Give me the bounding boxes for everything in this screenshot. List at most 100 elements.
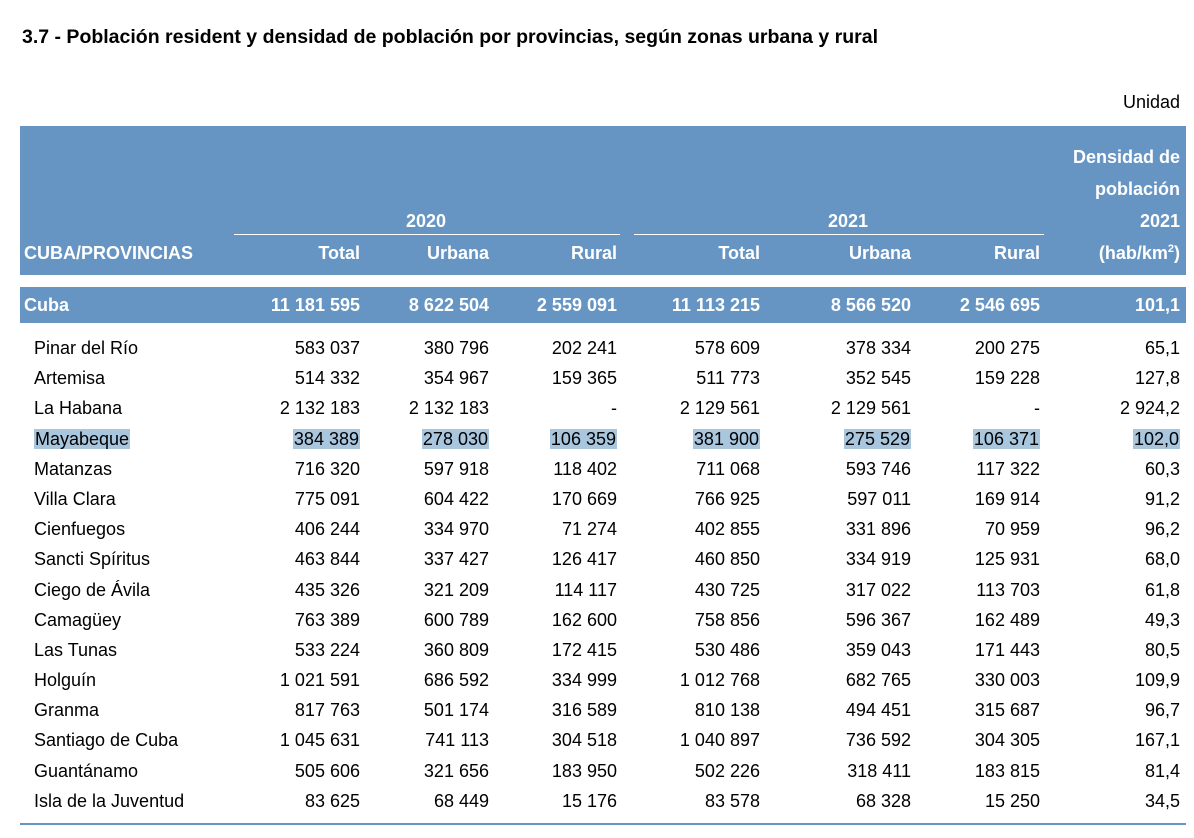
table-row: Artemisa 514 332 354 967 159 365 511 773 352 …: [20, 363, 1186, 393]
cuba-density: 101,1: [1134, 295, 1180, 315]
cell-rural-2021: 15 250: [985, 790, 1040, 812]
cell-rural-2021: 159 228: [975, 367, 1040, 389]
cell-urbana-2020: 354 967: [424, 367, 489, 389]
cell-urbana-2021: 331 896: [846, 518, 911, 540]
cell-total-2020-value: 384 389: [292, 428, 360, 449]
province-name: Holguín: [34, 669, 96, 691]
table-row: Santiago de Cuba 1 045 631 741 113 304 518 1…: [20, 725, 1186, 755]
table-row: Villa Clara 775 091 604 422 170 669 766 925 5…: [20, 484, 1186, 514]
cell-urbana-2021-value: 317 022: [845, 579, 911, 600]
cell-urbana-2020-value: 354 967: [423, 368, 489, 389]
cell-density: 81,4: [1145, 760, 1180, 782]
province-name-text: Holguín: [34, 670, 97, 691]
cell-total-2020: 2 132 183: [280, 397, 360, 419]
cell-total-2021-value: 502 226: [694, 760, 760, 781]
cell-rural-2020: 159 365: [552, 367, 617, 389]
cell-urbana-2020: 2 132 183: [409, 397, 489, 419]
cell-rural-2021-value: 169 914: [974, 488, 1040, 509]
cell-urbana-2021: 334 919: [846, 548, 911, 570]
cell-total-2021-value: 2 129 561: [679, 398, 760, 419]
cell-rural-2020: 183 950: [552, 760, 617, 782]
cell-rural-2021: 330 003: [975, 669, 1040, 691]
cuba-total-2021: 11 113 215: [671, 295, 760, 315]
cell-rural-2021-value: 330 003: [974, 670, 1040, 691]
header-year-2021: 2021: [828, 211, 869, 231]
cell-rural-2020: 118 402: [553, 458, 617, 480]
cell-density: 68,0: [1145, 548, 1180, 570]
table-row: La Habana 2 132 183 2 132 183 - 2 129 561 2 1…: [20, 393, 1186, 423]
cell-urbana-2020-value: 597 918: [423, 458, 489, 479]
cell-rural-2020-value: 15 176: [561, 790, 617, 811]
cell-total-2020: 384 389: [292, 428, 360, 450]
header-rural-2021: Rural: [993, 243, 1040, 263]
cell-urbana-2021: 68 328: [856, 790, 911, 812]
cell-total-2021: 578 609: [695, 337, 760, 359]
cell-rural-2020-value: 170 669: [551, 488, 617, 509]
cell-density-value: 109,9: [1134, 670, 1180, 691]
cell-density: 102,0: [1132, 428, 1180, 450]
header-total-2021: Total: [718, 243, 760, 263]
cell-rural-2021: 171 443: [975, 639, 1040, 661]
province-name-text: Cienfuegos: [34, 519, 126, 540]
cell-rural-2020: 172 415: [552, 639, 617, 661]
table-bottom-rule: [20, 823, 1186, 825]
province-name: Matanzas: [34, 458, 112, 480]
table-header: 2020 2021 CUBA/PROVINCIAS Total Urbana R…: [20, 126, 1186, 275]
cell-total-2020-value: 817 763: [294, 700, 360, 721]
header-urbana-2021: Urbana: [848, 243, 911, 263]
table-row: Granma 817 763 501 174 316 589 810 138 494 45…: [20, 695, 1186, 725]
cell-rural-2021: 169 914: [975, 488, 1040, 510]
province-name-text: Santiago de Cuba: [34, 730, 179, 751]
cell-urbana-2021-value: 318 411: [847, 760, 911, 781]
cell-urbana-2020-value: 2 132 183: [408, 398, 489, 419]
cell-rural-2021: 70 959: [985, 518, 1040, 540]
province-name: Sancti Spíritus: [34, 548, 150, 570]
cell-urbana-2020: 68 449: [434, 790, 489, 812]
cell-density-value: 2 924,2: [1119, 398, 1180, 419]
cell-rural-2020-value: 316 589: [551, 700, 617, 721]
province-name: Santiago de Cuba: [34, 729, 178, 751]
cell-rural-2020-value: 126 417: [551, 549, 617, 570]
cell-total-2020: 514 332: [295, 367, 360, 389]
cell-rural-2020-value: 159 365: [551, 368, 617, 389]
cell-urbana-2021: 736 592: [846, 729, 911, 751]
cell-rural-2020: -: [611, 397, 617, 419]
cell-rural-2021-value: 315 687: [974, 700, 1040, 721]
cell-urbana-2020: 597 918: [424, 458, 489, 480]
cell-rural-2021: 304 305: [975, 729, 1040, 751]
cell-density-value: 68,0: [1144, 549, 1180, 570]
province-name-text: Mayabeque: [34, 428, 131, 449]
cell-total-2021: 758 856: [695, 609, 760, 631]
cell-rural-2021: 200 275: [975, 337, 1040, 359]
cell-rural-2021-value: 106 371: [972, 428, 1040, 449]
cell-urbana-2021: 317 022: [846, 579, 911, 601]
cell-rural-2020-value: 118 402: [553, 458, 617, 479]
year-2020-rule: [234, 234, 620, 235]
cell-rural-2021-value: 171 443: [974, 639, 1040, 660]
cell-total-2020-value: 716 320: [294, 458, 360, 479]
cell-rural-2021-value: 183 815: [974, 760, 1040, 781]
cell-density: 34,5: [1145, 790, 1180, 812]
cell-urbana-2021: 352 545: [846, 367, 911, 389]
cuba-total-2020: 11 181 595: [270, 295, 360, 315]
province-name: Artemisa: [34, 367, 105, 389]
cell-urbana-2020: 321 209: [424, 579, 489, 601]
cell-rural-2021-value: 162 489: [974, 609, 1040, 630]
cell-density: 96,2: [1145, 518, 1180, 540]
cell-urbana-2021: 682 765: [846, 669, 911, 691]
cell-total-2020: 463 844: [295, 548, 360, 570]
header-density-line1: Densidad de: [1072, 147, 1180, 167]
province-name-text: Granma: [34, 700, 100, 721]
cell-rural-2021-value: 113 703: [976, 579, 1040, 600]
year-2021-rule: [634, 234, 1044, 235]
cell-total-2021: 1 012 768: [680, 669, 760, 691]
cell-total-2020-value: 406 244: [294, 519, 360, 540]
cell-density-value: 102,0: [1132, 428, 1180, 449]
cell-urbana-2021-value: 378 334: [845, 338, 911, 358]
cell-rural-2020: 114 117: [555, 579, 617, 601]
cell-total-2020-value: 775 091: [294, 488, 360, 509]
density-unit-close: ): [1174, 243, 1180, 263]
cell-total-2021-value: 1 040 897: [679, 730, 760, 751]
cell-density: 91,2: [1145, 488, 1180, 510]
cell-urbana-2020-value: 334 970: [423, 519, 489, 540]
